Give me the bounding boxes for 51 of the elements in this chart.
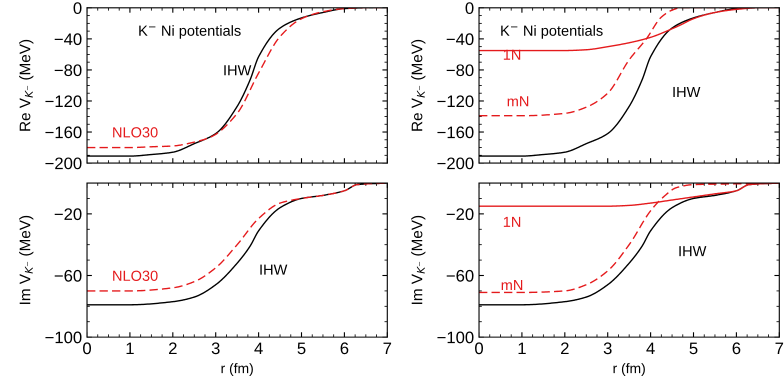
x-axis-title: r (fm) xyxy=(222,363,253,376)
y-tick-label: −20 xyxy=(54,208,82,220)
x-tick-label: 0 xyxy=(475,342,484,354)
y-tick-label: −60 xyxy=(54,270,82,282)
x-tick-label: 6 xyxy=(732,342,740,354)
text: IHW xyxy=(673,86,700,97)
y-tick-label: −160 xyxy=(437,126,474,138)
y-tick-label: −200 xyxy=(45,157,82,170)
x-tick-label: 7 xyxy=(384,342,392,354)
x-tick-label: 6 xyxy=(340,342,348,354)
text: IHW xyxy=(679,246,706,256)
x-tick-label: 2 xyxy=(169,342,177,354)
y-tick-label: −80 xyxy=(446,64,474,76)
x-axis-title: r (fm) xyxy=(614,363,645,376)
x-tick-label: 5 xyxy=(690,342,698,354)
y-axis-title: Im V$_{K⁻}$ (MeV) xyxy=(19,216,34,304)
x-tick-label: 4 xyxy=(646,342,655,354)
series-label: mN xyxy=(502,280,522,290)
y-tick-label: −80 xyxy=(54,64,82,76)
y-axis-title: Im V$_{K⁻}$ (MeV) xyxy=(411,216,426,304)
x-tick-label: 3 xyxy=(212,342,220,354)
y-tick-label: 0 xyxy=(466,2,474,14)
y-axis-title: Re V$_{K⁻}$ (MeV) xyxy=(19,40,34,131)
text: K$^{−}$ Ni potentials xyxy=(501,25,603,39)
y-tick-label: 0 xyxy=(74,2,82,14)
text: K$^{−}$ Ni potentials xyxy=(139,25,241,39)
x-tick-label: 3 xyxy=(604,342,612,354)
x-tick-label: 5 xyxy=(298,342,306,354)
x-tick-label: 2 xyxy=(561,342,569,354)
x-tick-label: 1 xyxy=(518,342,526,354)
series-label: IHW xyxy=(260,264,288,275)
series-label: NLO30 xyxy=(113,270,158,281)
series-label: 1N xyxy=(504,216,520,227)
y-tick-label: −40 xyxy=(446,33,474,46)
series-label: mN xyxy=(508,96,528,106)
x-tick-label: 0 xyxy=(83,342,92,354)
x-tick-label: 1 xyxy=(126,342,134,354)
x-tick-label: 7 xyxy=(776,342,784,354)
y-axis-title: Re V$_{K⁻}$ (MeV) xyxy=(411,40,426,131)
y-tick-label: −60 xyxy=(446,270,474,282)
y-tick-label: −100 xyxy=(45,332,82,344)
y-tick-label: −100 xyxy=(437,332,474,344)
x-tick-label: 4 xyxy=(254,342,263,354)
y-tick-label: −120 xyxy=(45,95,82,108)
y-tick-label: −160 xyxy=(45,126,82,138)
y-tick-label: −120 xyxy=(437,95,474,108)
y-tick-label: −40 xyxy=(54,33,82,46)
y-tick-label: −20 xyxy=(446,208,474,220)
y-tick-label: −200 xyxy=(437,157,474,170)
series-label: IHW xyxy=(224,65,252,76)
series-label: NLO30 xyxy=(113,127,158,138)
